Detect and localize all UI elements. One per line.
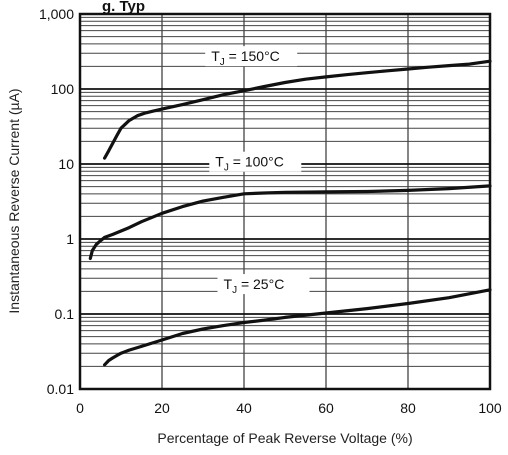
series-label-bg <box>205 46 298 67</box>
series-line-1 <box>88 184 492 261</box>
y-tick-label: 0.1 <box>55 306 75 322</box>
plot-frame <box>78 12 492 391</box>
x-tick-label: 60 <box>318 400 334 416</box>
x-tick-label: 40 <box>236 400 252 416</box>
x-tick-label: 80 <box>400 400 416 416</box>
series-label-bg <box>209 151 302 172</box>
y-tick-label: 0.01 <box>47 381 74 397</box>
y-tick-label: 1 <box>66 231 74 247</box>
series-label-1: TJ = 100°C <box>215 154 284 174</box>
data-series: TJ = 150°C TJ = 100°C TJ = 25°C <box>88 46 492 367</box>
y-tick-label: 1,000 <box>39 6 74 22</box>
x-tick-label: 20 <box>154 400 170 416</box>
x-tick-label: 0 <box>76 400 84 416</box>
axis-ticks: 0 20 40 60 80 100 0.01 0.1 1 10 100 1,000 <box>39 6 502 416</box>
y-tick-label: 10 <box>58 156 74 172</box>
series-line-2 <box>103 288 492 367</box>
chart-title-fragment: g. Typ <box>102 0 145 15</box>
y-tick-label: 100 <box>51 81 75 97</box>
x-axis-label: Percentage of Peak Reverse Voltage (%) <box>157 430 412 446</box>
series-line-0 <box>103 59 492 160</box>
y-axis-label: Instantaneous Reverse Current (µA) <box>6 88 22 313</box>
x-tick-label: 100 <box>478 400 502 416</box>
series-label-bg <box>217 274 310 295</box>
series-label-0: TJ = 150°C <box>211 48 280 68</box>
series-label-2: TJ = 25°C <box>224 276 285 296</box>
